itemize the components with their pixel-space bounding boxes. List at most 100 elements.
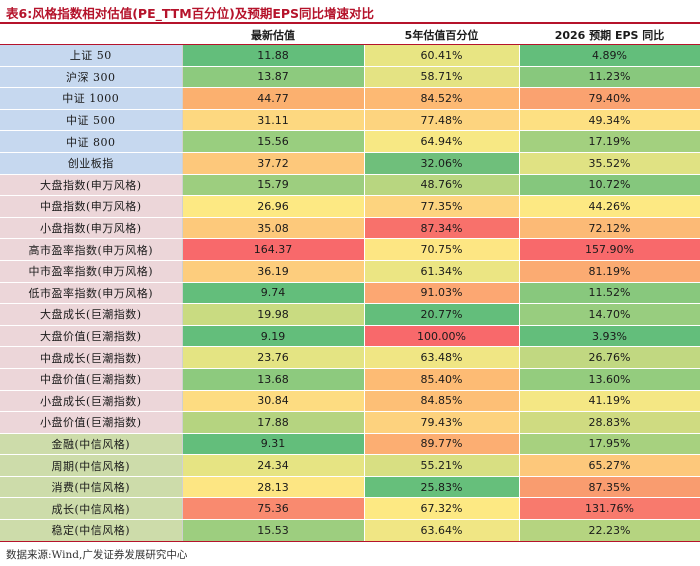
percentile-cell: 100.00% <box>364 325 520 348</box>
table-row: 小盘价值(巨潮指数) 17.88 79.43% 28.83% <box>0 411 700 434</box>
eps-growth-cell: 4.89% <box>519 44 700 67</box>
latest-valuation-cell: 13.87 <box>182 66 365 89</box>
table-row: 小盘成长(巨潮指数) 30.84 84.85% 41.19% <box>0 390 700 413</box>
eps-growth-cell: 65.27% <box>519 454 700 477</box>
table-row: 中市盈率指数(申万风格) 36.19 61.34% 81.19% <box>0 260 700 283</box>
eps-growth-cell: 17.95% <box>519 433 700 456</box>
index-name: 大盘指数(申万风格) <box>0 174 183 197</box>
latest-valuation-cell: 30.84 <box>182 390 365 413</box>
latest-valuation-cell: 24.34 <box>182 454 365 477</box>
header-eps-growth: 2026 预期 EPS 同比 <box>519 25 700 45</box>
table-row: 中盘价值(巨潮指数) 13.68 85.40% 13.60% <box>0 368 700 391</box>
percentile-cell: 84.85% <box>364 390 520 413</box>
latest-valuation-cell: 9.74 <box>182 282 365 305</box>
percentile-cell: 32.06% <box>364 152 520 175</box>
table-row: 大盘价值(巨潮指数) 9.19 100.00% 3.93% <box>0 325 700 348</box>
table-row: 中证 800 15.56 64.94% 17.19% <box>0 130 700 153</box>
index-name: 上证 50 <box>0 44 183 67</box>
table-row: 中盘指数(申万风格) 26.96 77.35% 44.26% <box>0 195 700 218</box>
index-name: 中证 500 <box>0 109 183 132</box>
index-name: 中证 800 <box>0 130 183 153</box>
percentile-cell: 89.77% <box>364 433 520 456</box>
index-name: 创业板指 <box>0 152 183 175</box>
latest-valuation-cell: 75.36 <box>182 497 365 521</box>
latest-valuation-cell: 23.76 <box>182 346 365 369</box>
latest-valuation-cell: 37.72 <box>182 152 365 175</box>
latest-valuation-cell: 17.88 <box>182 411 365 434</box>
index-name: 沪深 300 <box>0 66 183 89</box>
table-row: 大盘指数(申万风格) 15.79 48.76% 10.72% <box>0 174 700 197</box>
latest-valuation-cell: 15.53 <box>182 519 365 542</box>
eps-growth-cell: 87.35% <box>519 476 700 499</box>
latest-valuation-cell: 11.88 <box>182 44 365 67</box>
eps-growth-cell: 131.76% <box>519 497 700 521</box>
percentile-cell: 61.34% <box>364 260 520 283</box>
eps-growth-cell: 13.60% <box>519 368 700 391</box>
latest-valuation-cell: 36.19 <box>182 260 365 283</box>
percentile-cell: 67.32% <box>364 497 520 521</box>
percentile-cell: 20.77% <box>364 303 520 326</box>
eps-growth-cell: 11.23% <box>519 66 700 89</box>
percentile-cell: 60.41% <box>364 44 520 67</box>
index-name: 中盘成长(巨潮指数) <box>0 346 183 369</box>
table-row: 中盘成长(巨潮指数) 23.76 63.48% 26.76% <box>0 346 700 369</box>
percentile-cell: 84.52% <box>364 87 520 110</box>
latest-valuation-cell: 31.11 <box>182 109 365 132</box>
eps-growth-cell: 26.76% <box>519 346 700 369</box>
title-bar: 表6:风格指数相对估值(PE_TTM百分位)及预期EPS同比增速对比 <box>0 0 700 24</box>
index-name: 稳定(中信风格) <box>0 519 183 542</box>
header-latest-valuation: 最新估值 <box>182 25 364 45</box>
table-row: 成长(中信风格) 75.36 67.32% 131.76% <box>0 497 700 521</box>
source-note: 数据来源:Wind,广发证券发展研究中心 <box>6 549 188 561</box>
latest-valuation-cell: 13.68 <box>182 368 365 391</box>
eps-growth-cell: 10.72% <box>519 174 700 197</box>
eps-growth-cell: 81.19% <box>519 260 700 283</box>
index-name: 金融(中信风格) <box>0 433 183 456</box>
percentile-cell: 77.35% <box>364 195 520 218</box>
table-row: 中证 500 31.11 77.48% 49.34% <box>0 109 700 132</box>
percentile-cell: 25.83% <box>364 476 520 499</box>
percentile-cell: 85.40% <box>364 368 520 391</box>
table-row: 稳定(中信风格) 15.53 63.64% 22.23% <box>0 519 700 542</box>
latest-valuation-cell: 9.19 <box>182 325 365 348</box>
index-name: 中市盈率指数(申万风格) <box>0 260 183 283</box>
header-index <box>0 25 182 45</box>
eps-growth-cell: 49.34% <box>519 109 700 132</box>
index-name: 大盘价值(巨潮指数) <box>0 325 183 348</box>
title-underline <box>0 22 700 24</box>
percentile-cell: 63.64% <box>364 519 520 542</box>
percentile-cell: 63.48% <box>364 346 520 369</box>
percentile-cell: 58.71% <box>364 66 520 89</box>
percentile-cell: 79.43% <box>364 411 520 434</box>
table-row: 消费(中信风格) 28.13 25.83% 87.35% <box>0 476 700 499</box>
latest-valuation-cell: 15.79 <box>182 174 365 197</box>
table-row: 金融(中信风格) 9.31 89.77% 17.95% <box>0 433 700 456</box>
eps-growth-cell: 79.40% <box>519 87 700 110</box>
eps-growth-cell: 41.19% <box>519 390 700 413</box>
eps-growth-cell: 3.93% <box>519 325 700 348</box>
table-row: 沪深 300 13.87 58.71% 11.23% <box>0 66 700 89</box>
latest-valuation-cell: 15.56 <box>182 130 365 153</box>
index-name: 大盘成长(巨潮指数) <box>0 303 183 326</box>
percentile-cell: 91.03% <box>364 282 520 305</box>
eps-growth-cell: 72.12% <box>519 217 700 240</box>
table-row: 上证 50 11.88 60.41% 4.89% <box>0 44 700 67</box>
latest-valuation-cell: 35.08 <box>182 217 365 240</box>
header-5y-percentile: 5年估值百分位 <box>364 25 519 45</box>
index-name: 小盘价值(巨潮指数) <box>0 411 183 434</box>
eps-growth-cell: 157.90% <box>519 238 700 261</box>
eps-growth-cell: 11.52% <box>519 282 700 305</box>
latest-valuation-cell: 26.96 <box>182 195 365 218</box>
percentile-cell: 55.21% <box>364 454 520 477</box>
index-name: 中盘指数(申万风格) <box>0 195 183 218</box>
eps-growth-cell: 22.23% <box>519 519 700 542</box>
table-row: 高市盈率指数(申万风格) 164.37 70.75% 157.90% <box>0 238 700 261</box>
index-name: 小盘成长(巨潮指数) <box>0 390 183 413</box>
percentile-cell: 48.76% <box>364 174 520 197</box>
eps-growth-cell: 28.83% <box>519 411 700 434</box>
latest-valuation-cell: 164.37 <box>182 238 365 261</box>
latest-valuation-cell: 28.13 <box>182 476 365 499</box>
index-name: 低市盈率指数(申万风格) <box>0 282 183 305</box>
table-row: 小盘指数(申万风格) 35.08 87.34% 72.12% <box>0 217 700 240</box>
table-row: 大盘成长(巨潮指数) 19.98 20.77% 14.70% <box>0 303 700 326</box>
